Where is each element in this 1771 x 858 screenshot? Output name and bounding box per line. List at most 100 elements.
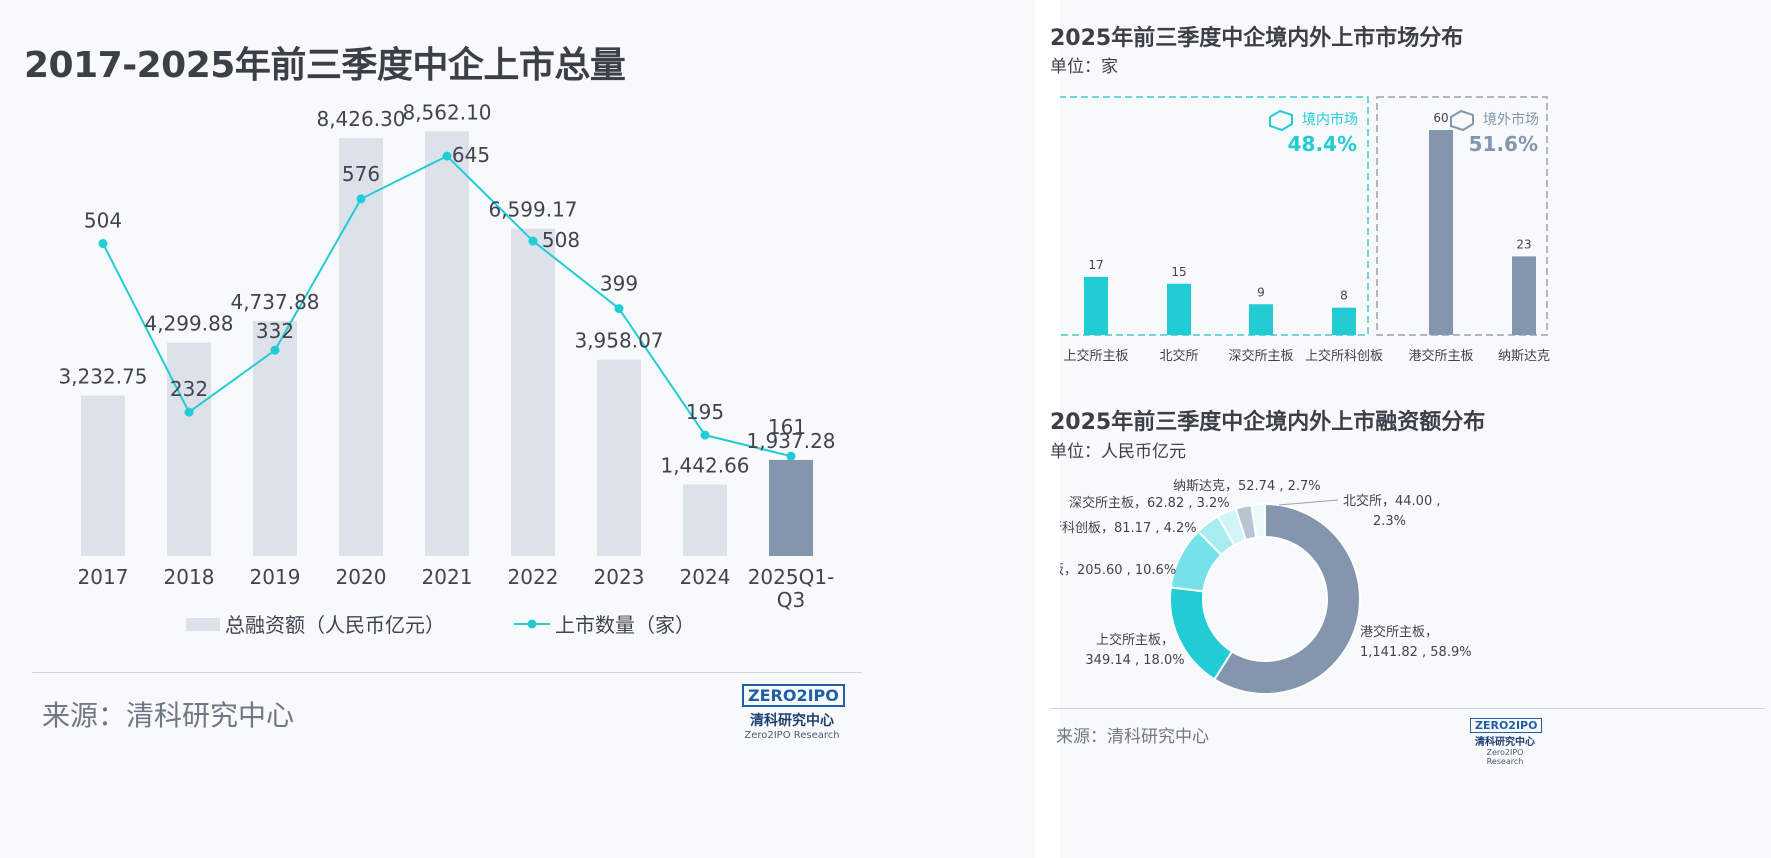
market-bar-上交所主板 <box>1084 276 1108 335</box>
line-label-2021: 645 <box>452 143 490 167</box>
market-label-上交所主板: 上交所主板 <box>1063 348 1128 364</box>
bar-2018 <box>167 342 211 556</box>
bar-2025Q1-Q3 <box>769 459 813 556</box>
market-value-纳斯达克: 23 <box>1516 237 1531 251</box>
market-label-上交所科创板: 上交所科创板 <box>1305 348 1383 364</box>
market-value-上交所科创板: 8 <box>1340 289 1348 303</box>
bar-2017 <box>81 395 125 556</box>
left-source: 来源：清科研究中心 <box>42 699 295 732</box>
right-source: 来源：清科研究中心 <box>1056 727 1209 747</box>
line-label-2018: 232 <box>170 377 208 401</box>
line-label-2022: 508 <box>542 228 580 252</box>
legend-bar-swatch <box>186 618 220 631</box>
market-value-深交所主板: 9 <box>1257 285 1265 299</box>
line-label-2020: 576 <box>342 162 380 186</box>
slice-label-深交所主板: 深交所主板，62.82 , 3.2% <box>1069 495 1230 511</box>
x-label-2021: 2021 <box>422 565 473 589</box>
slice-label-北交所: 北交所，44.00 , <box>1343 493 1440 509</box>
market-value-上交所主板: 17 <box>1088 258 1103 272</box>
right-charts: 29深交所创业板17上交所主板15北交所9深交所主板8上交所科创板60港交所主板… <box>1060 96 1550 695</box>
pie-icon-overseas <box>1450 109 1474 132</box>
slice-港交所主板 <box>1213 502 1361 695</box>
bar-label-2018: 4,299.88 <box>144 312 233 336</box>
bar-2023 <box>597 359 641 556</box>
left-chart-title: 2017-2025年前三季度中企上市总量 <box>24 45 626 86</box>
slice-北交所 <box>1250 502 1266 539</box>
slice-label-纳斯达克: 纳斯达克，52.74 , 2.7% <box>1173 479 1321 494</box>
logo-en: Zero2IPO Research <box>744 730 840 741</box>
right-title-1: 2025年前三季度中企境内外上市市场分布 <box>1050 26 1464 51</box>
market-label-北交所: 北交所 <box>1159 348 1198 364</box>
left-divider <box>32 672 862 673</box>
x-label-2017: 2017 <box>78 565 129 589</box>
overseas-pct: 51.6% <box>1469 132 1538 156</box>
line-point-2021 <box>442 151 452 161</box>
domestic-box <box>1060 96 1369 336</box>
domestic-label: 境内市场 <box>1302 111 1358 128</box>
legend-line-marker <box>527 619 537 629</box>
market-label-港交所主板: 港交所主板 <box>1408 348 1473 364</box>
pie-icon-domestic <box>1269 109 1293 132</box>
slice-label-港交所主板-2: 1,141.82 , 58.9% <box>1360 645 1472 660</box>
line-label-2023: 399 <box>600 272 638 296</box>
slice-label-上交所主板: 上交所主板， <box>1096 632 1174 648</box>
bar-label-2022: 6,599.17 <box>488 198 577 222</box>
line-label-2025Q1-Q3: 161 <box>768 415 806 439</box>
bar-label-2017: 3,232.75 <box>58 365 147 389</box>
slice-label-港交所主板: 港交所主板， <box>1360 624 1438 640</box>
market-bar-深交所主板 <box>1249 304 1273 335</box>
market-label-深交所主板: 深交所主板 <box>1228 348 1293 364</box>
slice-label-上交所主板-2: 349.14 , 18.0% <box>1085 653 1184 668</box>
logo-cn-small: 清科研究中心 <box>1475 737 1535 748</box>
bar-2021 <box>425 131 469 557</box>
bar-2022 <box>511 228 555 557</box>
market-bar-上交所科创板 <box>1332 307 1356 335</box>
slice-label-北交所-2: 2.3% <box>1373 514 1406 529</box>
overseas-box <box>1376 96 1548 336</box>
right-unit-1: 单位：家 <box>1050 57 1118 77</box>
x-label-2025Q1-Q3-b: Q3 <box>777 588 805 612</box>
line-label-2017: 504 <box>84 209 122 233</box>
slice-label-上交所科创板: 上交所科创板，81.17 , 4.2% <box>1060 520 1197 536</box>
x-label-2023: 2023 <box>594 565 645 589</box>
right-panel: 2025年前三季度中企境内外上市市场分布 单位：家 29深交所创业板17上交所主… <box>1050 0 1771 858</box>
left-panel: 2017-2025年前三季度中企上市总量 3,232.75 4,299.88 4,7… <box>24 45 862 741</box>
right-unit-2: 单位：人民币亿元 <box>1050 442 1186 462</box>
x-label-2020: 2020 <box>336 565 387 589</box>
logo-cn: 清科研究中心 <box>750 713 834 729</box>
x-label-2022: 2022 <box>508 565 559 589</box>
right-title-2: 2025年前三季度中企境内外上市融资额分布 <box>1050 410 1486 435</box>
bar-2024 <box>683 484 727 556</box>
slice-label-深交所创业板: 深交所创业板，205.60 , 10.6% <box>1060 562 1176 578</box>
line-point-2024 <box>700 430 710 440</box>
bar-label-2019: 4,737.88 <box>230 290 319 314</box>
x-label-2019: 2019 <box>250 565 301 589</box>
line-point-2018 <box>184 407 194 417</box>
bar-2020 <box>339 138 383 556</box>
overseas-label: 境外市场 <box>1483 111 1539 128</box>
bar-label-2021: 8,562.10 <box>402 100 491 124</box>
leader-north <box>1278 499 1339 506</box>
line-point-2022 <box>528 236 538 246</box>
market-bar-纳斯达克 <box>1512 256 1536 335</box>
line-point-2023 <box>614 304 624 314</box>
bar-2019 <box>253 321 297 556</box>
right-divider <box>1050 708 1765 709</box>
line-point-2017 <box>98 239 108 249</box>
line-label-2024: 195 <box>686 400 724 424</box>
line-point-2020 <box>356 194 366 204</box>
bar-label-2020: 8,426.30 <box>316 107 405 131</box>
bar-label-2023: 3,958.07 <box>574 329 663 353</box>
x-label-2018: 2018 <box>164 565 215 589</box>
market-bar-港交所主板 <box>1429 130 1453 335</box>
x-label-2024: 2024 <box>680 565 731 589</box>
legend-line-label: 上市数量（家） <box>555 613 695 637</box>
line-point-2025Q1-Q3 <box>786 451 796 461</box>
domestic-pct: 48.4% <box>1288 132 1357 156</box>
market-value-港交所主板: 60 <box>1433 111 1448 125</box>
line-label-2019: 332 <box>256 319 294 343</box>
bar-label-2025Q1-Q3: 1,937.28 <box>746 429 835 453</box>
logo-en-small: Zero2IPO Research <box>1486 748 1524 766</box>
bar-label-2024: 1,442.66 <box>660 453 749 477</box>
line-point-2019 <box>270 345 280 355</box>
